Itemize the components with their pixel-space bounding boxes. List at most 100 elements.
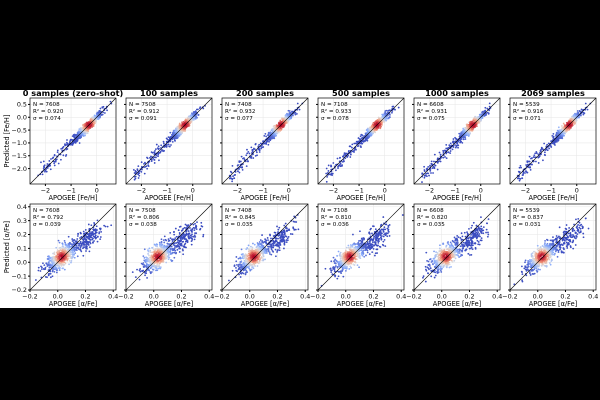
data-point	[145, 165, 148, 168]
data-point	[439, 153, 442, 156]
data-point	[88, 228, 91, 230]
data-point	[184, 242, 187, 245]
data-point	[84, 229, 87, 231]
data-point	[461, 141, 464, 144]
data-point	[49, 272, 52, 275]
data-point	[168, 256, 171, 259]
data-point	[170, 144, 172, 146]
data-point	[296, 102, 299, 105]
data-point	[134, 170, 137, 173]
data-point	[55, 264, 58, 267]
data-point	[194, 235, 197, 238]
data-point	[49, 168, 52, 171]
data-point	[470, 123, 473, 126]
data-point	[150, 151, 153, 153]
data-point	[177, 125, 180, 128]
stat-r2: R² = 0.931	[417, 108, 448, 115]
data-point	[383, 121, 385, 123]
data-point	[39, 270, 42, 272]
data-point	[153, 158, 156, 161]
data-point	[68, 263, 70, 266]
data-point	[562, 122, 565, 125]
data-point	[66, 257, 69, 260]
data-point	[71, 142, 74, 145]
data-point	[384, 110, 387, 113]
data-point	[519, 178, 522, 180]
data-point	[56, 253, 59, 256]
data-point	[477, 121, 480, 123]
data-point	[556, 129, 559, 132]
y-tick-label: 0.1	[17, 245, 27, 253]
data-point	[52, 160, 55, 163]
data-point	[343, 160, 345, 163]
x-axis-label: APOGEE [Fe/H]	[240, 194, 289, 202]
data-point	[101, 106, 104, 109]
data-point	[454, 144, 456, 146]
data-point	[430, 160, 433, 163]
data-point	[378, 119, 381, 122]
data-point	[553, 142, 555, 144]
data-point	[392, 105, 395, 108]
data-point	[452, 138, 455, 140]
data-point	[462, 138, 465, 141]
data-point	[354, 148, 357, 150]
data-point	[291, 114, 294, 117]
x-tick-label: 0	[575, 187, 579, 195]
data-point	[44, 169, 47, 172]
data-point	[62, 264, 65, 267]
data-point	[555, 131, 558, 134]
data-point	[271, 133, 274, 135]
data-point	[369, 132, 372, 135]
data-point	[427, 172, 430, 175]
data-point	[391, 111, 393, 114]
data-point	[460, 131, 463, 134]
data-point	[197, 108, 199, 111]
data-point	[465, 128, 467, 131]
data-point	[423, 169, 426, 171]
panel-title: 2069 samples	[521, 90, 585, 98]
data-point	[79, 240, 82, 243]
data-point	[178, 225, 181, 228]
data-point	[366, 139, 369, 142]
data-point	[277, 131, 280, 134]
data-point	[85, 124, 88, 126]
data-point	[471, 126, 474, 129]
data-point	[364, 139, 367, 142]
data-point	[347, 149, 350, 152]
data-point	[85, 245, 88, 247]
data-point	[73, 246, 75, 249]
data-point	[557, 137, 560, 140]
data-point	[442, 149, 445, 152]
data-point	[281, 118, 284, 121]
stat-n: N = 7108	[321, 102, 348, 108]
data-point	[548, 147, 551, 150]
data-point	[41, 266, 43, 269]
data-point	[348, 145, 351, 148]
data-point	[281, 121, 283, 123]
data-point	[150, 160, 153, 163]
data-point	[522, 173, 525, 176]
data-point	[134, 177, 137, 180]
data-point	[454, 136, 456, 139]
data-point	[177, 135, 179, 138]
data-point	[60, 158, 62, 161]
data-point	[278, 123, 281, 126]
data-point	[268, 140, 270, 143]
data-point	[484, 106, 487, 109]
data-point	[165, 145, 168, 147]
data-point	[174, 246, 176, 249]
data-point	[140, 161, 143, 164]
data-point	[194, 110, 197, 113]
data-point	[582, 111, 585, 114]
data-point	[382, 115, 385, 118]
data-point	[89, 236, 92, 239]
data-point	[64, 243, 67, 246]
data-point	[55, 246, 58, 249]
x-tick-label: −2	[41, 187, 50, 195]
data-point	[184, 127, 187, 130]
data-point	[570, 118, 573, 121]
data-point	[538, 155, 541, 157]
data-point	[388, 109, 391, 112]
x-tick-label: −2	[521, 187, 530, 195]
identity-line	[413, 97, 501, 185]
